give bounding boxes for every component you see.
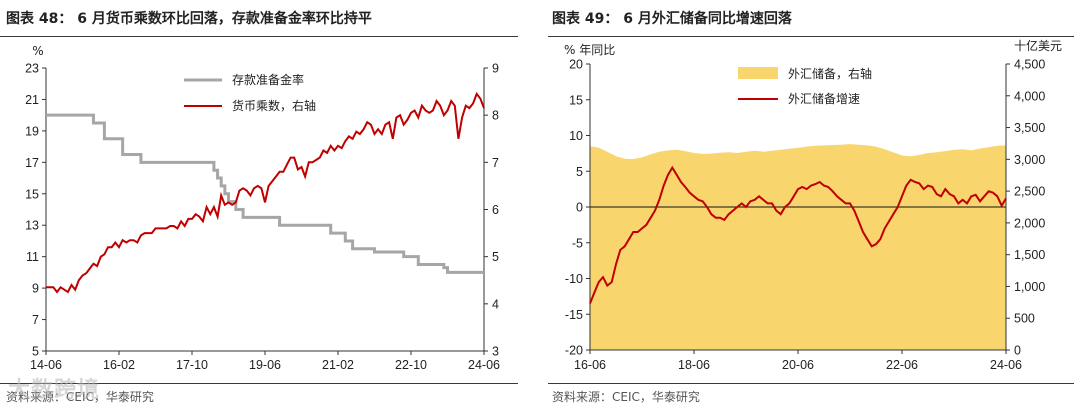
chart-title: 图表 49： 6 月外汇储备同比增速回落 [552,11,792,27]
y-tick-label-left: 17 [25,156,39,170]
y-tick-label-left: 15 [569,93,583,107]
y-tick-label-left: 19 [25,124,39,138]
chart-panel-48: 图表 48： 6 月货币乘数环比回落，存款准备金率环比持平 % 5 7 9 11 13 15… [0,0,524,408]
x-tick-label: 19-06 [249,358,281,372]
y-tick-label-left: 5 [576,165,583,179]
y-tick-label-left: 10 [569,129,583,143]
series-line-fx-growth [589,165,1007,304]
y-tick-label-left: -5 [572,236,583,250]
x-tick-label: 17-10 [176,358,208,372]
source-note: 资料来源：CEIC，华泰研究 [552,390,700,404]
watermark: 大数跨境 [8,378,101,403]
x-tick-label: 22-10 [395,358,427,372]
reserve-multiplier-chart: % 5 7 9 11 13 15 17 19 21 23 3 4 5 6 7 8 9 14-06 16-02 17-10… [25,44,500,372]
y-tick-label-right: 2,500 [1014,185,1045,199]
x-tick-label: 24-06 [990,358,1022,372]
y-tick-label-right: 7 [492,156,499,170]
chart-panel-49: 图表 49： 6 月外汇储备同比增速回落 % 年同比 十亿美元 -20 -15 -10 -… [548,0,1080,408]
y-tick-label-right: 3,000 [1014,153,1045,167]
y-tick-label-right: 9 [492,62,499,76]
y-tick-label-left: 20 [569,58,583,72]
x-tick-label: 22-06 [886,358,918,372]
y-tick-label-left: 5 [32,345,39,359]
y-tick-label-right: 4,000 [1014,89,1045,103]
y-axis-unit-left: % [32,44,43,58]
x-tick-label: 14-06 [30,358,62,372]
y-tick-label-right: 0 [1014,344,1021,358]
y-tick-label-right: 1,000 [1014,280,1045,294]
y-tick-label-right: 4 [492,297,499,311]
x-tick-label: 16-06 [574,358,606,372]
y-tick-label-left: 15 [25,187,39,201]
y-tick-label-right: 2,000 [1014,216,1045,230]
y-tick-label-left: 7 [32,313,39,327]
x-tick-label: 24-06 [468,358,500,372]
y-tick-label-left: -10 [565,272,583,286]
y-tick-label-left: 11 [26,250,39,264]
y-tick-label-left: 21 [25,93,39,107]
legend-label-reserve-ratio: 存款准备金率 [232,72,304,87]
y-tick-label-left: -15 [565,308,583,322]
y-tick-label-right: 6 [492,203,499,217]
y-tick-label-left: 23 [25,62,39,76]
y-tick-label-right: 1,500 [1014,248,1045,262]
y-tick-label-right: 3,500 [1014,121,1045,135]
y-axis-unit-right: 十亿美元 [1014,38,1062,53]
y-tick-label-left: 9 [32,282,39,296]
source-divider [548,383,1074,384]
fx-reserves-chart: % 年同比 十亿美元 -20 -15 -10 -5 0 5 10 15 20 0 500 1,000 1,5… [564,38,1062,372]
title-divider [548,36,1074,37]
title-divider [0,36,518,37]
y-tick-label-right: 8 [492,109,499,123]
y-tick-label-left: 13 [25,219,39,233]
legend-label-fx-reserves: 外汇储备，右轴 [788,66,872,81]
series-line-money-multiplier [46,91,485,294]
source-divider [0,383,518,384]
y-tick-label-right: 4,500 [1014,58,1045,72]
y-axis-unit-left: % 年同比 [564,43,615,57]
legend-label-money-multiplier: 货币乘数，右轴 [232,98,316,113]
x-tick-label: 18-06 [678,358,710,372]
y-tick-label-left: -20 [565,344,583,358]
x-tick-label: 21-02 [322,358,354,372]
series-area-fx-reserves [590,144,1006,350]
x-tick-label: 16-02 [103,358,135,372]
legend-swatch-fx-reserves [738,67,778,79]
legend-label-fx-growth: 外汇储备增速 [788,91,860,106]
y-tick-label-right: 5 [492,250,499,264]
y-tick-label-right: 3 [492,345,499,359]
y-tick-label-left: 0 [576,201,583,215]
y-tick-label-right: 500 [1014,312,1035,326]
chart-title: 图表 48： 6 月货币乘数环比回落，存款准备金率环比持平 [6,11,372,27]
x-tick-label: 20-06 [782,358,814,372]
series-line-reserve-ratio [46,113,484,274]
source-note: 资料来源：CEIC，华泰研究 [6,390,154,404]
